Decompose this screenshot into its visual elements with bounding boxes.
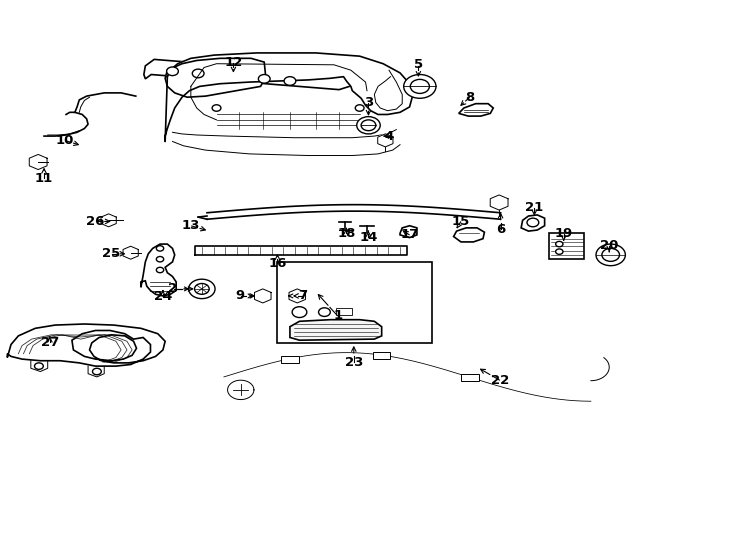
- Polygon shape: [461, 374, 479, 381]
- Bar: [277, 262, 432, 343]
- Polygon shape: [281, 356, 299, 363]
- Polygon shape: [123, 246, 138, 259]
- Circle shape: [319, 308, 330, 316]
- Polygon shape: [521, 215, 545, 231]
- Text: 18: 18: [337, 227, 356, 240]
- Polygon shape: [165, 53, 413, 141]
- Circle shape: [258, 75, 270, 83]
- Polygon shape: [289, 289, 305, 303]
- Text: 9: 9: [236, 289, 244, 302]
- Circle shape: [284, 77, 296, 85]
- Text: 26: 26: [86, 215, 105, 228]
- Circle shape: [355, 105, 364, 111]
- Text: 11: 11: [35, 172, 53, 185]
- Circle shape: [292, 307, 307, 318]
- Text: 3: 3: [364, 96, 373, 109]
- Text: 16: 16: [268, 257, 287, 270]
- Text: 22: 22: [492, 374, 509, 387]
- Polygon shape: [195, 246, 407, 255]
- Text: 7: 7: [298, 289, 307, 302]
- Polygon shape: [165, 58, 266, 97]
- Text: 5: 5: [414, 58, 423, 71]
- Polygon shape: [400, 226, 417, 238]
- Circle shape: [192, 69, 204, 78]
- Text: 24: 24: [153, 291, 172, 303]
- Circle shape: [410, 79, 429, 93]
- Text: 6: 6: [496, 223, 505, 236]
- Text: 12: 12: [225, 56, 242, 69]
- Polygon shape: [101, 214, 116, 227]
- Circle shape: [167, 67, 178, 76]
- Polygon shape: [378, 134, 393, 147]
- Text: 14: 14: [359, 231, 378, 244]
- Circle shape: [189, 279, 215, 299]
- Polygon shape: [373, 352, 390, 359]
- Circle shape: [404, 75, 436, 98]
- Circle shape: [361, 120, 376, 131]
- Circle shape: [156, 246, 164, 251]
- Circle shape: [527, 218, 539, 227]
- Circle shape: [195, 284, 209, 294]
- Circle shape: [212, 105, 221, 111]
- Circle shape: [156, 267, 164, 273]
- Text: 19: 19: [555, 227, 573, 240]
- Polygon shape: [7, 324, 165, 366]
- Text: 4: 4: [385, 130, 393, 143]
- Text: 1: 1: [333, 309, 342, 322]
- Circle shape: [556, 241, 563, 247]
- Text: 20: 20: [600, 239, 619, 252]
- Circle shape: [34, 363, 43, 369]
- Circle shape: [357, 117, 380, 134]
- Polygon shape: [144, 59, 355, 90]
- Text: 8: 8: [465, 91, 474, 104]
- Text: 23: 23: [344, 356, 363, 369]
- Bar: [549, 233, 584, 259]
- Polygon shape: [29, 154, 47, 170]
- Text: 2: 2: [168, 282, 177, 295]
- Text: 25: 25: [103, 247, 120, 260]
- Circle shape: [92, 368, 101, 375]
- Text: 27: 27: [41, 336, 59, 349]
- Polygon shape: [454, 228, 484, 242]
- Circle shape: [556, 249, 563, 254]
- Bar: [336, 308, 352, 315]
- Circle shape: [602, 248, 619, 261]
- Polygon shape: [255, 289, 271, 303]
- Text: 13: 13: [181, 219, 200, 232]
- Polygon shape: [290, 320, 382, 340]
- Polygon shape: [141, 244, 176, 296]
- Text: 17: 17: [401, 228, 418, 241]
- Circle shape: [156, 256, 164, 262]
- Polygon shape: [490, 195, 508, 210]
- Text: 15: 15: [452, 215, 470, 228]
- Polygon shape: [459, 104, 493, 116]
- Polygon shape: [228, 380, 254, 400]
- Text: 10: 10: [55, 134, 74, 147]
- Text: 21: 21: [526, 201, 543, 214]
- Circle shape: [596, 244, 625, 266]
